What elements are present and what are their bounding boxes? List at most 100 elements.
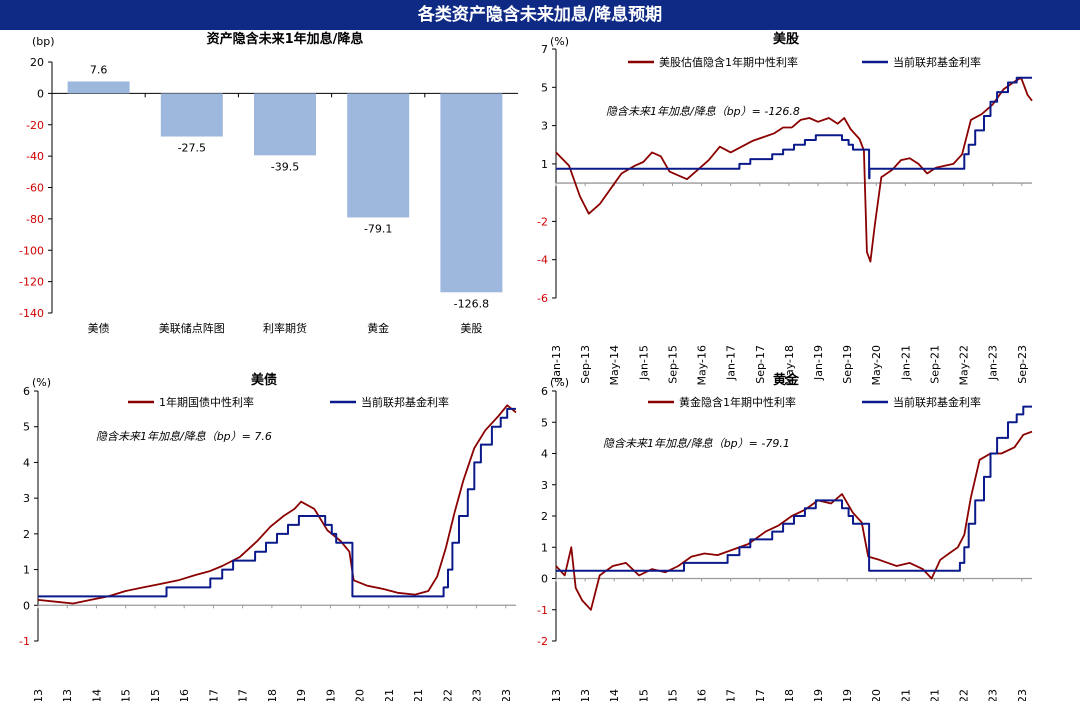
- x-tick-label: Sep-19: [841, 345, 854, 384]
- x-tick-label: Jan-17: [207, 689, 220, 701]
- x-tick-label: May-20: [870, 345, 883, 386]
- y-tick-label: -40: [26, 150, 44, 163]
- y-tick-label: 1: [23, 564, 30, 577]
- bar-value-label: -27.5: [178, 142, 206, 155]
- x-tick-label: Jan-17: [725, 345, 738, 381]
- y-tick-label: -2: [537, 635, 548, 648]
- y-tick-label: -20: [26, 119, 44, 132]
- x-tick-label: Sep-23: [1016, 345, 1029, 384]
- bar-chart-title: 资产隐含未来1年加息/降息: [207, 31, 364, 47]
- x-tick-label: Sep-21: [412, 689, 425, 701]
- gold-chart: 黄金 (%)6 5 4 3 2 1 0 -1 -2 Jan-13 Sep-13 May-14 Jan-15…: [537, 372, 1033, 701]
- treasury-chart: 美债 (%)6 5 4 3 2 1 0 -1 Jan-13 Sep-13 May-14 Jan-15 Se…: [19, 372, 517, 701]
- bar: [440, 93, 503, 293]
- x-tick-label: May-14: [608, 689, 621, 701]
- y-tick-label: 3: [23, 492, 30, 505]
- x-tick-label: Jan-23: [987, 345, 1000, 381]
- legend-label: 当前联邦基金利率: [361, 395, 449, 409]
- y-tick-label: -80: [26, 213, 44, 226]
- x-tick-label: Jan-17: [725, 689, 738, 701]
- x-tick-label: Sep-23: [500, 689, 513, 701]
- x-tick-label: Jan-21: [899, 689, 912, 701]
- y-tick-label: 1: [541, 541, 548, 554]
- x-tick-label: May-18: [266, 689, 279, 701]
- x-tick-label: May-20: [354, 689, 367, 701]
- stocks-chart-title: 美股: [773, 31, 799, 47]
- y-tick-label: -6: [537, 292, 548, 305]
- y-tick-label: 2: [23, 528, 30, 541]
- y-tick-label: -100: [19, 244, 44, 257]
- gold-chart-unit: (%): [550, 376, 569, 389]
- y-tick-label: -120: [19, 276, 44, 289]
- x-tick-label: May-18: [783, 345, 796, 386]
- bar-chart: 资产隐含未来1年加息/降息 (bp) 20 0 -20 -40 -60 -80 -100 -120…: [19, 31, 518, 335]
- y-tick-label: -4: [537, 254, 548, 267]
- treasury-chart-unit: (%): [32, 376, 51, 389]
- x-tick-label: May-22: [958, 689, 971, 701]
- x-tick-label: Jan-15: [637, 689, 650, 701]
- x-tick-label: Jan-19: [295, 689, 308, 701]
- y-tick-label: -1: [19, 635, 30, 648]
- x-tick-label: Sep-19: [841, 689, 854, 701]
- x-tick-label: Jan-19: [812, 689, 825, 701]
- x-category-label: 利率期货: [263, 321, 307, 335]
- x-tick-label: May-20: [870, 689, 883, 701]
- x-tick-label: Jan-19: [812, 345, 825, 381]
- x-tick-label: Sep-13: [61, 689, 74, 701]
- series-line: [556, 405, 1032, 572]
- y-tick-label: 7: [541, 43, 548, 56]
- x-tick-label: Sep-23: [1016, 689, 1029, 701]
- y-tick-label: 0: [37, 87, 44, 100]
- x-tick-label: Sep-19: [324, 689, 337, 701]
- y-tick-label: 6: [23, 385, 30, 398]
- legend-label: 当前联邦基金利率: [893, 395, 981, 409]
- legend-label: 黄金隐含1年期中性利率: [679, 395, 796, 409]
- x-category-label: 美联储点阵图: [159, 321, 225, 335]
- legend-label: 1年期国债中性利率: [159, 395, 254, 409]
- x-category-label: 美债: [88, 321, 110, 335]
- y-tick-label: 0: [23, 599, 30, 612]
- y-tick-label: 4: [23, 456, 30, 469]
- y-tick-label: -2: [537, 215, 548, 228]
- y-tick-label: 2: [541, 510, 548, 523]
- y-tick-label: 3: [541, 479, 548, 492]
- x-tick-label: Sep-13: [579, 345, 592, 384]
- y-tick-label: 20: [30, 56, 44, 69]
- bar: [254, 93, 316, 156]
- x-tick-label: May-22: [441, 689, 454, 701]
- x-tick-label: May-14: [608, 345, 621, 386]
- banner-title: 各类资产隐含未来加息/降息预期: [0, 0, 1080, 30]
- y-tick-label: 5: [23, 421, 30, 434]
- bar-value-label: -39.5: [271, 160, 299, 173]
- x-tick-label: May-22: [958, 345, 971, 386]
- x-tick-label: Jan-15: [120, 689, 133, 701]
- x-tick-label: Sep-15: [149, 689, 162, 701]
- x-tick-label: Jan-13: [550, 345, 563, 381]
- y-tick-label: -140: [19, 307, 44, 320]
- x-tick-label: May-16: [178, 689, 191, 701]
- x-tick-label: Jan-15: [637, 345, 650, 381]
- series-line: [37, 404, 517, 605]
- x-tick-label: Sep-17: [754, 689, 767, 701]
- x-tick-label: Jan-21: [899, 345, 912, 381]
- y-tick-label: 3: [541, 120, 548, 133]
- x-tick-label: Sep-15: [666, 345, 679, 384]
- x-tick-label: Jan-23: [987, 689, 1000, 701]
- x-tick-label: Sep-15: [666, 689, 679, 701]
- treasury-chart-title: 美债: [251, 372, 277, 388]
- y-tick-label: 4: [541, 448, 548, 461]
- x-category-label: 黄金: [367, 321, 389, 335]
- x-tick-label: Sep-17: [237, 689, 250, 701]
- y-tick-label: 5: [541, 416, 548, 429]
- y-tick-label: 1: [541, 158, 548, 171]
- x-tick-label: May-16: [696, 689, 709, 701]
- bar-value-label: 7.6: [90, 63, 108, 76]
- x-tick-label: Sep-13: [579, 689, 592, 701]
- annotation-text: 隐含未来1年加息/降息（bp）= 7.6: [96, 430, 272, 443]
- y-tick-label: 6: [541, 385, 548, 398]
- series-line: [555, 76, 1033, 263]
- bar: [347, 93, 410, 218]
- x-tick-label: May-14: [90, 689, 103, 701]
